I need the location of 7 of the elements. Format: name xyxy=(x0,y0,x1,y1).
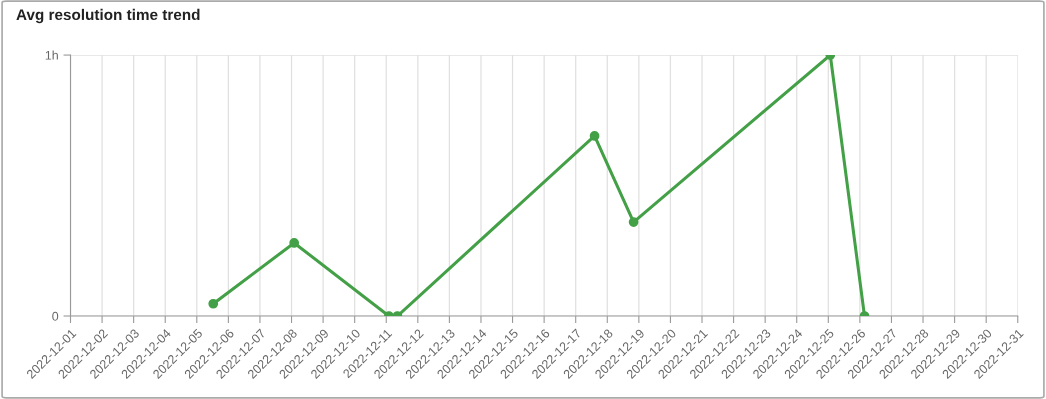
chart-title: Avg resolution time trend xyxy=(16,8,200,24)
point xyxy=(589,131,600,141)
y-tick-label: 1h xyxy=(45,50,58,60)
point xyxy=(208,298,219,309)
point xyxy=(628,217,639,227)
y-tick-label: 0 xyxy=(52,311,59,321)
point xyxy=(289,238,300,248)
